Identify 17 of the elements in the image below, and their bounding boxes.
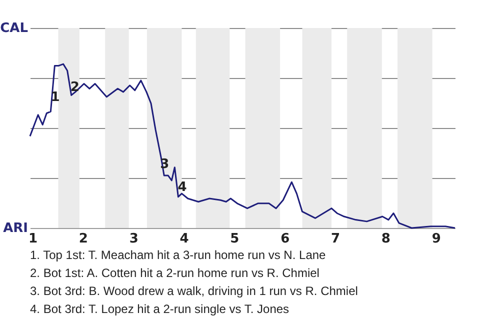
x-tick-label: 3 (129, 232, 138, 246)
x-tick-label: 7 (330, 232, 340, 246)
text: ARI (3, 221, 28, 236)
text: 4. Bot 3rd: T. Lopez hit a 2-run single vs T. Jones (30, 301, 290, 318)
text: CAL (0, 21, 28, 36)
text: 1. Top 1st: T. Meacham hit a 3-run home run vs N. Lane (30, 247, 327, 264)
annotation: 2 (70, 80, 80, 96)
x-tick-label: 9 (432, 232, 441, 246)
text: 2. Bot 1st: A. Cotten hit a 2-run home run vs R. Chmiel (30, 265, 320, 282)
x-tick-label: 8 (381, 232, 390, 246)
x-tick-label: 4 (180, 232, 189, 246)
annotation: 4 (178, 180, 187, 196)
x-tick-label: 5 (230, 232, 240, 246)
x-tick-label: 1 (28, 232, 38, 246)
text: 3. Bot 3rd: B. Wood drew a walk, driving in 1 run vs R. Chmiel (30, 283, 359, 300)
x-tick-label: 2 (78, 232, 88, 246)
x-tick-label: 6 (280, 232, 290, 246)
